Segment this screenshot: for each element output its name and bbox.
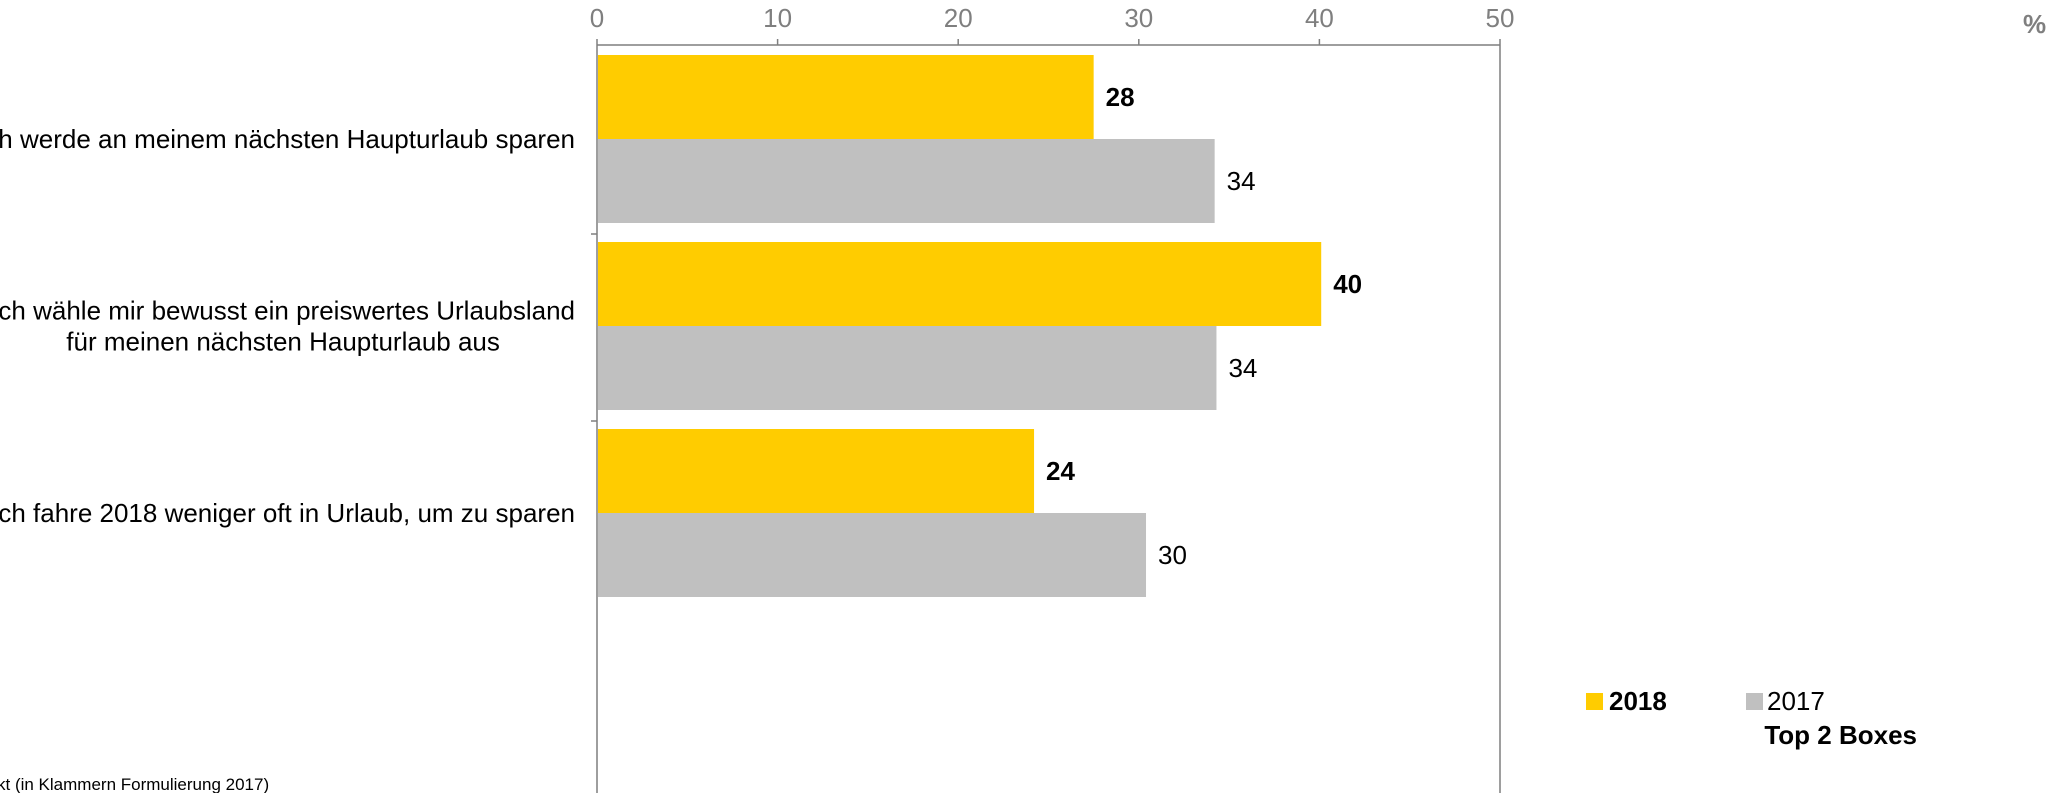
x-tick-label: 30 xyxy=(1124,3,1153,33)
legend-subtitle: Top 2 Boxes xyxy=(1764,720,1917,750)
bars xyxy=(598,55,1321,597)
footnote: kt (in Klammern Formulierung 2017) xyxy=(0,775,269,793)
x-tick-label: 20 xyxy=(944,3,973,33)
bar-2018 xyxy=(598,242,1321,326)
x-tick-label: 50 xyxy=(1486,3,1515,33)
category-label: Ich wähle mir bewusst ein preiswertes Ur… xyxy=(0,296,575,326)
legend: 2018 2017 Top 2 Boxes xyxy=(1586,686,1917,750)
x-tick-label: 10 xyxy=(763,3,792,33)
data-label-2018: 28 xyxy=(1106,82,1135,112)
legend-swatch-2017 xyxy=(1746,693,1763,710)
legend-swatch-2018 xyxy=(1586,693,1603,710)
category-label: für meinen nächsten Haupturlaub aus xyxy=(66,327,500,357)
data-label-2017: 34 xyxy=(1228,353,1257,383)
bar-2017 xyxy=(598,326,1216,410)
bar-2017 xyxy=(598,139,1215,223)
legend-label-2018: 2018 xyxy=(1609,686,1667,716)
x-axis-unit: % xyxy=(2023,9,2046,39)
category-label: Ich fahre 2018 weniger oft in Urlaub, um… xyxy=(0,498,575,528)
bar-2018 xyxy=(598,429,1034,513)
category-labels: Ich werde an meinem nächsten Haupturlaub… xyxy=(0,124,575,528)
data-label-2018: 40 xyxy=(1333,269,1362,299)
bar-2018 xyxy=(598,55,1094,139)
data-label-2017: 34 xyxy=(1227,166,1256,196)
x-tick-label: 40 xyxy=(1305,3,1334,33)
data-label-2018: 24 xyxy=(1046,456,1075,486)
bar-2017 xyxy=(598,513,1146,597)
category-label: Ich werde an meinem nächsten Haupturlaub… xyxy=(0,124,575,154)
x-tick-label: 0 xyxy=(590,3,604,33)
data-label-2017: 30 xyxy=(1158,540,1187,570)
legend-label-2017: 2017 xyxy=(1767,686,1825,716)
